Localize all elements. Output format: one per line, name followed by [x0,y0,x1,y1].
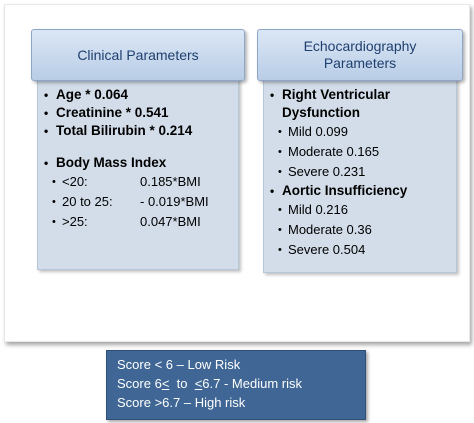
clinical-column: Clinical Parameters • Age * 0.064 • Creati… [31,29,245,270]
bullet-icon: • [278,244,282,256]
bullet-icon: • [52,176,56,188]
bmi-row: • 20 to 25: - 0.019*BMI [44,192,232,212]
echo-title: Echocardiography Parameters [303,38,417,71]
bullet-icon: • [278,224,282,236]
ai-item: • Moderate 0.36 [270,220,450,240]
bullet-icon: • [44,88,49,102]
bmi-range: >25: [62,214,88,229]
bullet-icon: • [52,196,56,208]
bmi-range: 20 to 25: [62,194,113,209]
ai-item: • Severe 0.504 [270,240,450,260]
bmi-range: <20: [62,174,88,189]
bullet-icon: • [278,166,282,178]
rv-item: • Severe 0.231 [270,162,450,182]
rv-item: • Moderate 0.165 [270,142,450,162]
clinical-title: Clinical Parameters [77,46,199,63]
clinical-item-creatinine: • Creatinine * 0.541 [44,105,169,120]
bullet-icon: • [278,126,282,138]
clinical-header: Clinical Parameters [31,29,245,81]
clinical-item-age: • Age * 0.064 [44,87,129,102]
echo-column: Echocardiography Parameters • Right Ventr… [257,29,463,273]
bullet-icon: • [52,216,56,228]
bullet-icon: • [270,184,275,198]
diagram-frame: Clinical Parameters • Age * 0.064 • Creati… [4,4,470,342]
bullet-icon: • [44,106,49,120]
bullet-icon: • [44,124,49,138]
bullet-icon: • [44,156,49,170]
bullet-icon: • [270,88,275,102]
echo-header: Echocardiography Parameters [257,29,463,81]
bmi-value: - 0.019*BMI [140,194,209,209]
ai-item: • Mild 0.216 [270,200,450,220]
clinical-item-bilirubin: • Total Bilirubin * 0.214 [44,123,193,138]
score-medium: Score 6< to <6.7 - Medium risk [117,376,302,391]
clinical-panel: • Age * 0.064 • Creatinine * 0.541 • Total … [37,77,239,270]
rv-heading: • Right Ventricular Dysfunction [270,87,391,120]
bmi-row: • <20: 0.185*BMI [44,172,232,192]
score-legend: Score < 6 – Low Risk Score 6< to <6.7 - … [106,350,366,420]
rv-item: • Mild 0.099 [270,122,450,142]
bmi-value: 0.047*BMI [140,214,201,229]
score-high: Score >6.7 – High risk [117,395,246,410]
bullet-icon: • [278,146,282,158]
bmi-row: • >25: 0.047*BMI [44,212,232,232]
bmi-value: 0.185*BMI [140,174,201,189]
ai-heading: • Aortic Insufficiency [270,183,408,198]
bullet-icon: • [278,204,282,216]
score-low: Score < 6 – Low Risk [117,357,241,372]
echo-panel: • Right Ventricular Dysfunction • Mild 0.0… [263,77,457,273]
bmi-heading: • Body Mass Index [44,155,167,170]
